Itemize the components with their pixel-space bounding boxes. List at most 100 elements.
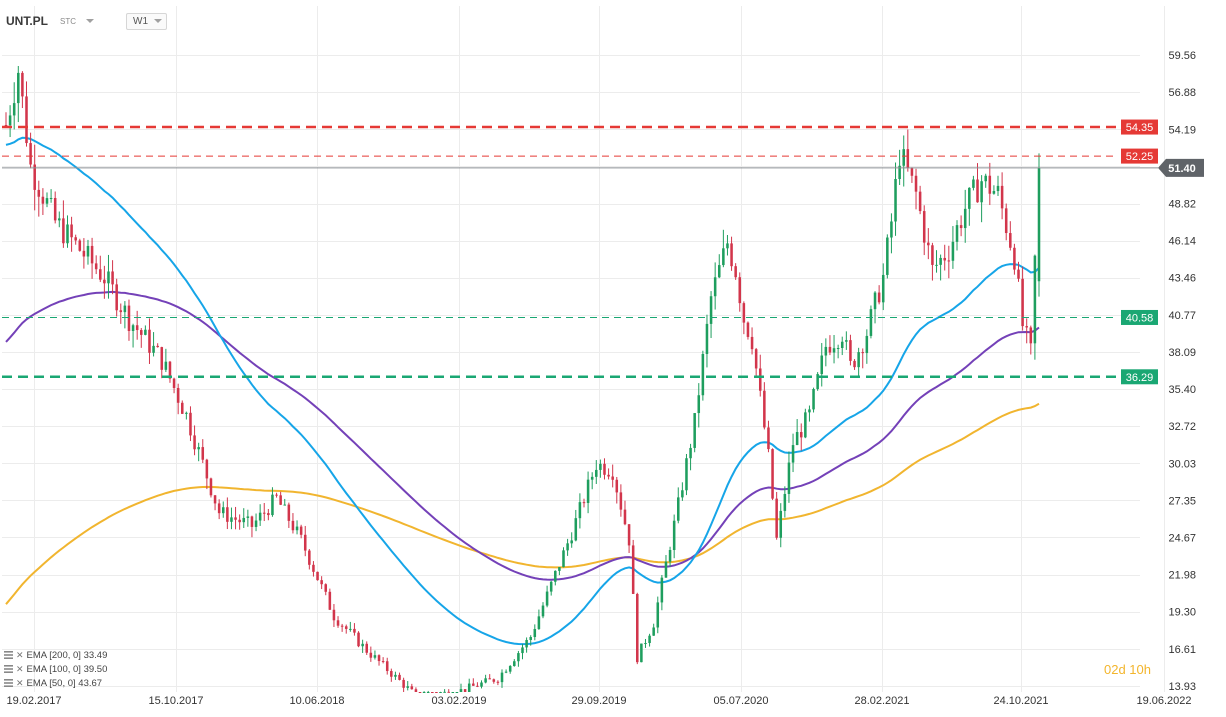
candle	[33, 144, 36, 211]
candle-body	[1025, 326, 1028, 328]
candle	[664, 555, 668, 578]
indicator-label: EMA [100, 0] 39.50	[26, 663, 108, 675]
close-icon[interactable]: ✕	[16, 677, 24, 688]
y-tick-label: 56.88	[1168, 87, 1196, 99]
candle	[689, 443, 692, 471]
x-tick-label: 10.06.2018	[289, 695, 344, 707]
candle-body	[25, 96, 28, 144]
candle-body	[554, 570, 557, 582]
candle	[488, 674, 491, 680]
candle-body	[955, 225, 959, 242]
candle	[86, 239, 90, 265]
candle	[562, 547, 565, 568]
candle	[976, 163, 979, 203]
instrument-dropdown-icon[interactable]	[86, 19, 94, 23]
candle	[984, 173, 987, 188]
candle	[480, 680, 483, 689]
candle-body	[103, 279, 106, 284]
candle	[144, 325, 147, 336]
candle-body	[238, 519, 241, 523]
candle	[533, 624, 537, 641]
candle	[537, 609, 541, 630]
candle	[303, 525, 307, 557]
candle	[521, 643, 524, 660]
candle-body	[480, 682, 483, 687]
candle-body	[521, 647, 524, 654]
candle-body	[168, 361, 172, 379]
candle	[53, 191, 57, 224]
candle	[873, 291, 877, 324]
candle-body	[599, 463, 602, 470]
candle	[435, 692, 438, 693]
candle	[541, 602, 545, 619]
candle-body	[508, 666, 512, 672]
indicator-settings-icon[interactable]	[4, 665, 13, 673]
indicator-settings-icon[interactable]	[4, 679, 13, 687]
candle	[21, 71, 24, 109]
candle-body	[349, 628, 352, 630]
candle-body	[722, 248, 725, 266]
x-tick-label: 19.02.2017	[6, 695, 61, 707]
candle-body	[312, 564, 315, 572]
timeframe-select[interactable]: W1	[126, 12, 167, 30]
candle	[131, 323, 135, 348]
candle	[951, 226, 955, 269]
candle	[857, 347, 860, 377]
candle	[451, 692, 455, 693]
chart-grid	[2, 6, 1165, 692]
close-icon[interactable]: ✕	[16, 663, 24, 674]
candle-body	[488, 678, 491, 680]
candle	[185, 411, 188, 420]
candle-body	[62, 218, 65, 244]
indicator-settings-icon[interactable]	[4, 651, 13, 659]
candle-body	[545, 591, 549, 606]
candle	[922, 205, 926, 256]
candle-body	[94, 263, 98, 270]
candle-body	[717, 265, 721, 278]
candle	[299, 524, 303, 539]
candle-body	[697, 395, 701, 414]
candle-body	[185, 412, 188, 414]
candle	[972, 175, 975, 191]
candle-body	[902, 149, 905, 166]
candle-body	[750, 336, 754, 350]
candle-body	[131, 325, 135, 331]
candle-body	[369, 652, 373, 658]
candle	[988, 162, 992, 206]
candle-body	[193, 435, 196, 450]
candle	[99, 255, 102, 283]
candle	[152, 332, 155, 357]
candle-body	[771, 449, 774, 499]
candle-body	[705, 323, 709, 354]
candle	[910, 167, 914, 183]
candle-body	[558, 567, 561, 571]
candle	[58, 211, 61, 228]
candle-body	[918, 191, 922, 212]
candle-body	[676, 497, 680, 521]
candle-body	[963, 208, 967, 229]
candle	[902, 135, 905, 187]
candle-body	[845, 340, 848, 342]
candle	[135, 310, 139, 340]
close-icon[interactable]: ✕	[16, 649, 24, 660]
candle-body	[394, 674, 397, 677]
candle-body	[1029, 327, 1033, 344]
candle-body	[828, 346, 832, 353]
candle	[332, 604, 336, 628]
candle-body	[344, 626, 348, 629]
candle-body	[1033, 255, 1037, 344]
candle	[476, 682, 479, 688]
candle	[250, 515, 254, 538]
candle-body	[804, 412, 807, 438]
candle	[217, 499, 221, 520]
candle-body	[361, 643, 364, 647]
indicator-ema-100: ✕ EMA [100, 0] 39.50	[4, 662, 107, 676]
candle	[381, 657, 385, 664]
indicator-ema-200: ✕ EMA [200, 0] 33.49	[4, 648, 107, 662]
candle	[394, 671, 397, 680]
candle-body	[947, 260, 951, 262]
candle-body	[53, 197, 57, 221]
candle	[369, 646, 373, 662]
candle	[767, 420, 770, 453]
